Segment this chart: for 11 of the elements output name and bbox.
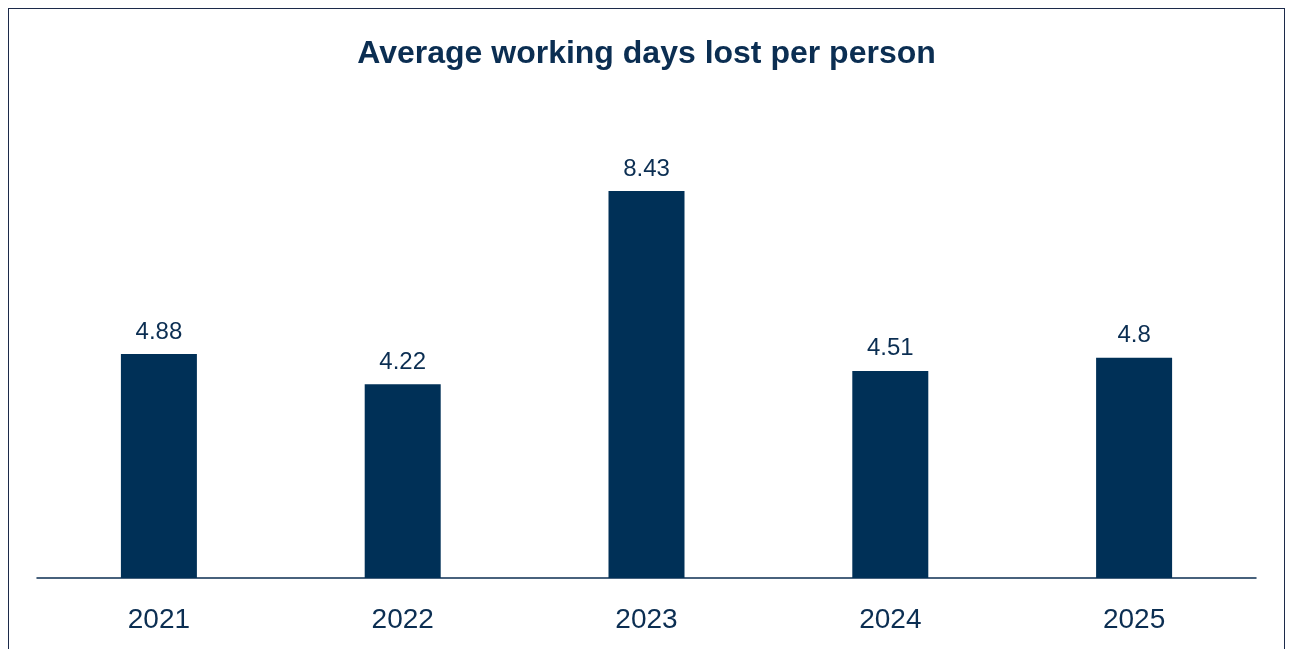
data-label: 8.43	[623, 153, 670, 181]
x-tick-label: 2023	[615, 602, 678, 634]
x-tick-label: 2025	[1102, 602, 1166, 634]
chart-title: Average working days lost per person	[357, 34, 936, 70]
data-label: 4.88	[135, 316, 183, 344]
data-label: 4.8	[1117, 320, 1151, 348]
x-tick-label: 2022	[371, 602, 434, 634]
data-label: 4.22	[379, 346, 427, 374]
x-tick-label: 2024	[859, 602, 922, 634]
data-label: 4.51	[866, 333, 914, 361]
x-tick-label: 2021	[127, 602, 191, 634]
